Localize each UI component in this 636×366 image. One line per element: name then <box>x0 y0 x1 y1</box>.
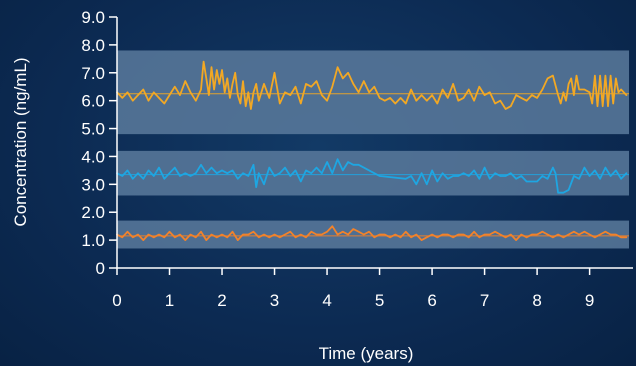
y-tick-label: 9.0 <box>81 8 105 27</box>
reference-band-1 <box>117 50 629 135</box>
reference-band-3 <box>117 220 629 249</box>
x-tick-label: 9 <box>585 291 594 310</box>
series-line-3 <box>116 225 628 241</box>
y-tick-label: 3.0 <box>81 175 105 194</box>
x-tick-label: 6 <box>427 291 436 310</box>
y-tick-label: 1.0 <box>81 231 105 250</box>
y-tick-label: 5.0 <box>81 120 105 139</box>
x-tick-label: 8 <box>532 291 541 310</box>
y-axis-title: Concentration (ng/mL) <box>11 57 30 226</box>
series-line-2 <box>116 158 628 194</box>
x-tick-label: 1 <box>165 291 174 310</box>
reference-bands <box>117 50 629 249</box>
x-tick-label: 2 <box>217 291 226 310</box>
y-tick-label: 7.0 <box>81 64 105 83</box>
y-tick-label: 0 <box>96 259 105 278</box>
x-tick-label: 3 <box>270 291 279 310</box>
series-lines <box>116 60 628 241</box>
y-tick-label: 8.0 <box>81 36 105 55</box>
y-tick-label: 4.0 <box>81 147 105 166</box>
x-tick-label: 4 <box>322 291 331 310</box>
tick-labels: 0 1.0 2.0 3.0 4.0 5.0 6.0 7.0 8.0 9.0 0 1 2 3 4 5 6 7 8 9 <box>81 8 594 310</box>
series-line-1 <box>116 60 628 110</box>
axes <box>109 16 633 275</box>
x-tick-label: 5 <box>375 291 384 310</box>
y-tick-label: 2.0 <box>81 203 105 222</box>
x-tick-label: 0 <box>112 291 121 310</box>
x-axis-title: Time (years) <box>319 344 414 363</box>
x-tick-label: 7 <box>480 291 489 310</box>
y-tick-label: 6.0 <box>81 92 105 111</box>
